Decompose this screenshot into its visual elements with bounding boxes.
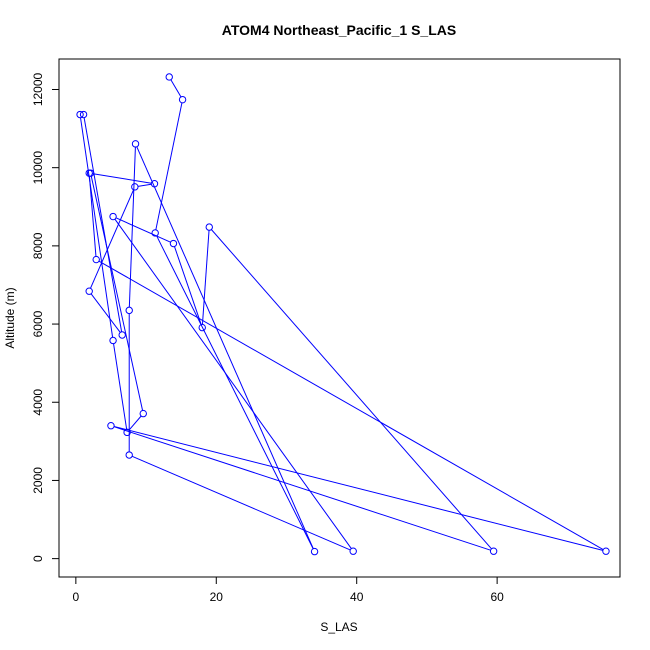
data-point xyxy=(123,428,131,437)
series-segment xyxy=(88,176,97,257)
y-tick-label: 2000 xyxy=(31,467,45,494)
data-point xyxy=(165,73,173,81)
data-point xyxy=(169,239,178,248)
data-point xyxy=(109,336,117,345)
data-point xyxy=(178,95,187,104)
series-segment xyxy=(113,426,491,551)
data-point xyxy=(76,110,84,119)
data-point xyxy=(92,255,100,264)
series-segment xyxy=(92,173,152,184)
data-point xyxy=(205,223,213,231)
y-tick-label: 0 xyxy=(31,555,45,562)
series-segment xyxy=(131,455,351,551)
data-point xyxy=(131,183,139,191)
data-point xyxy=(85,287,93,295)
series-segment xyxy=(201,230,210,325)
series-segment xyxy=(128,147,136,308)
y-tick-label: 6000 xyxy=(31,310,45,337)
series-segment xyxy=(98,260,604,551)
series-segment xyxy=(113,343,128,430)
series-segment xyxy=(210,229,492,550)
x-tick-label: 60 xyxy=(490,590,504,604)
y-axis: 0 2000 4000 6000 8000 10000 12000 xyxy=(31,72,60,562)
series-line-group xyxy=(80,79,604,551)
data-point xyxy=(489,547,498,555)
series-point-group xyxy=(76,73,610,556)
data-point xyxy=(310,547,319,556)
data-point xyxy=(139,409,147,418)
data-point xyxy=(86,169,95,177)
series-segment xyxy=(156,235,314,549)
series-segment xyxy=(137,183,152,187)
x-axis: 0 20 40 60 xyxy=(73,576,504,604)
chart-title: ATOM4 Northeast_Pacific_1 S_LAS xyxy=(222,22,456,38)
series-segment xyxy=(90,293,121,333)
y-tick-label: 10000 xyxy=(31,151,45,185)
data-point xyxy=(118,331,126,339)
series-segment xyxy=(113,426,603,551)
series-segment xyxy=(174,246,202,325)
series-segment xyxy=(170,79,182,98)
data-point xyxy=(125,451,133,459)
data-point xyxy=(602,547,610,555)
data-point xyxy=(198,323,206,332)
data-point xyxy=(150,180,159,188)
series-segment xyxy=(155,102,183,230)
series-segment xyxy=(90,189,135,289)
data-point xyxy=(79,110,88,119)
series-segment xyxy=(80,117,114,338)
series-segment xyxy=(114,218,352,549)
series-segment xyxy=(90,176,144,411)
series-segment xyxy=(136,146,314,549)
x-tick-label: 20 xyxy=(210,590,224,604)
y-axis-label: Altitude (m) xyxy=(3,287,17,348)
x-axis-label: S_LAS xyxy=(320,620,357,634)
data-point xyxy=(131,140,140,148)
x-tick-label: 0 xyxy=(73,590,80,604)
y-tick-label: 8000 xyxy=(31,232,45,259)
data-point xyxy=(349,547,357,555)
series-segment xyxy=(83,117,123,332)
y-tick-label: 4000 xyxy=(31,389,45,416)
series-segment xyxy=(115,217,171,243)
y-tick-label: 12000 xyxy=(31,72,45,106)
data-point xyxy=(107,422,115,430)
series-segment xyxy=(128,415,142,431)
x-tick-label: 40 xyxy=(350,590,364,604)
data-point xyxy=(151,229,159,237)
data-point xyxy=(109,212,117,221)
data-point xyxy=(125,306,133,315)
